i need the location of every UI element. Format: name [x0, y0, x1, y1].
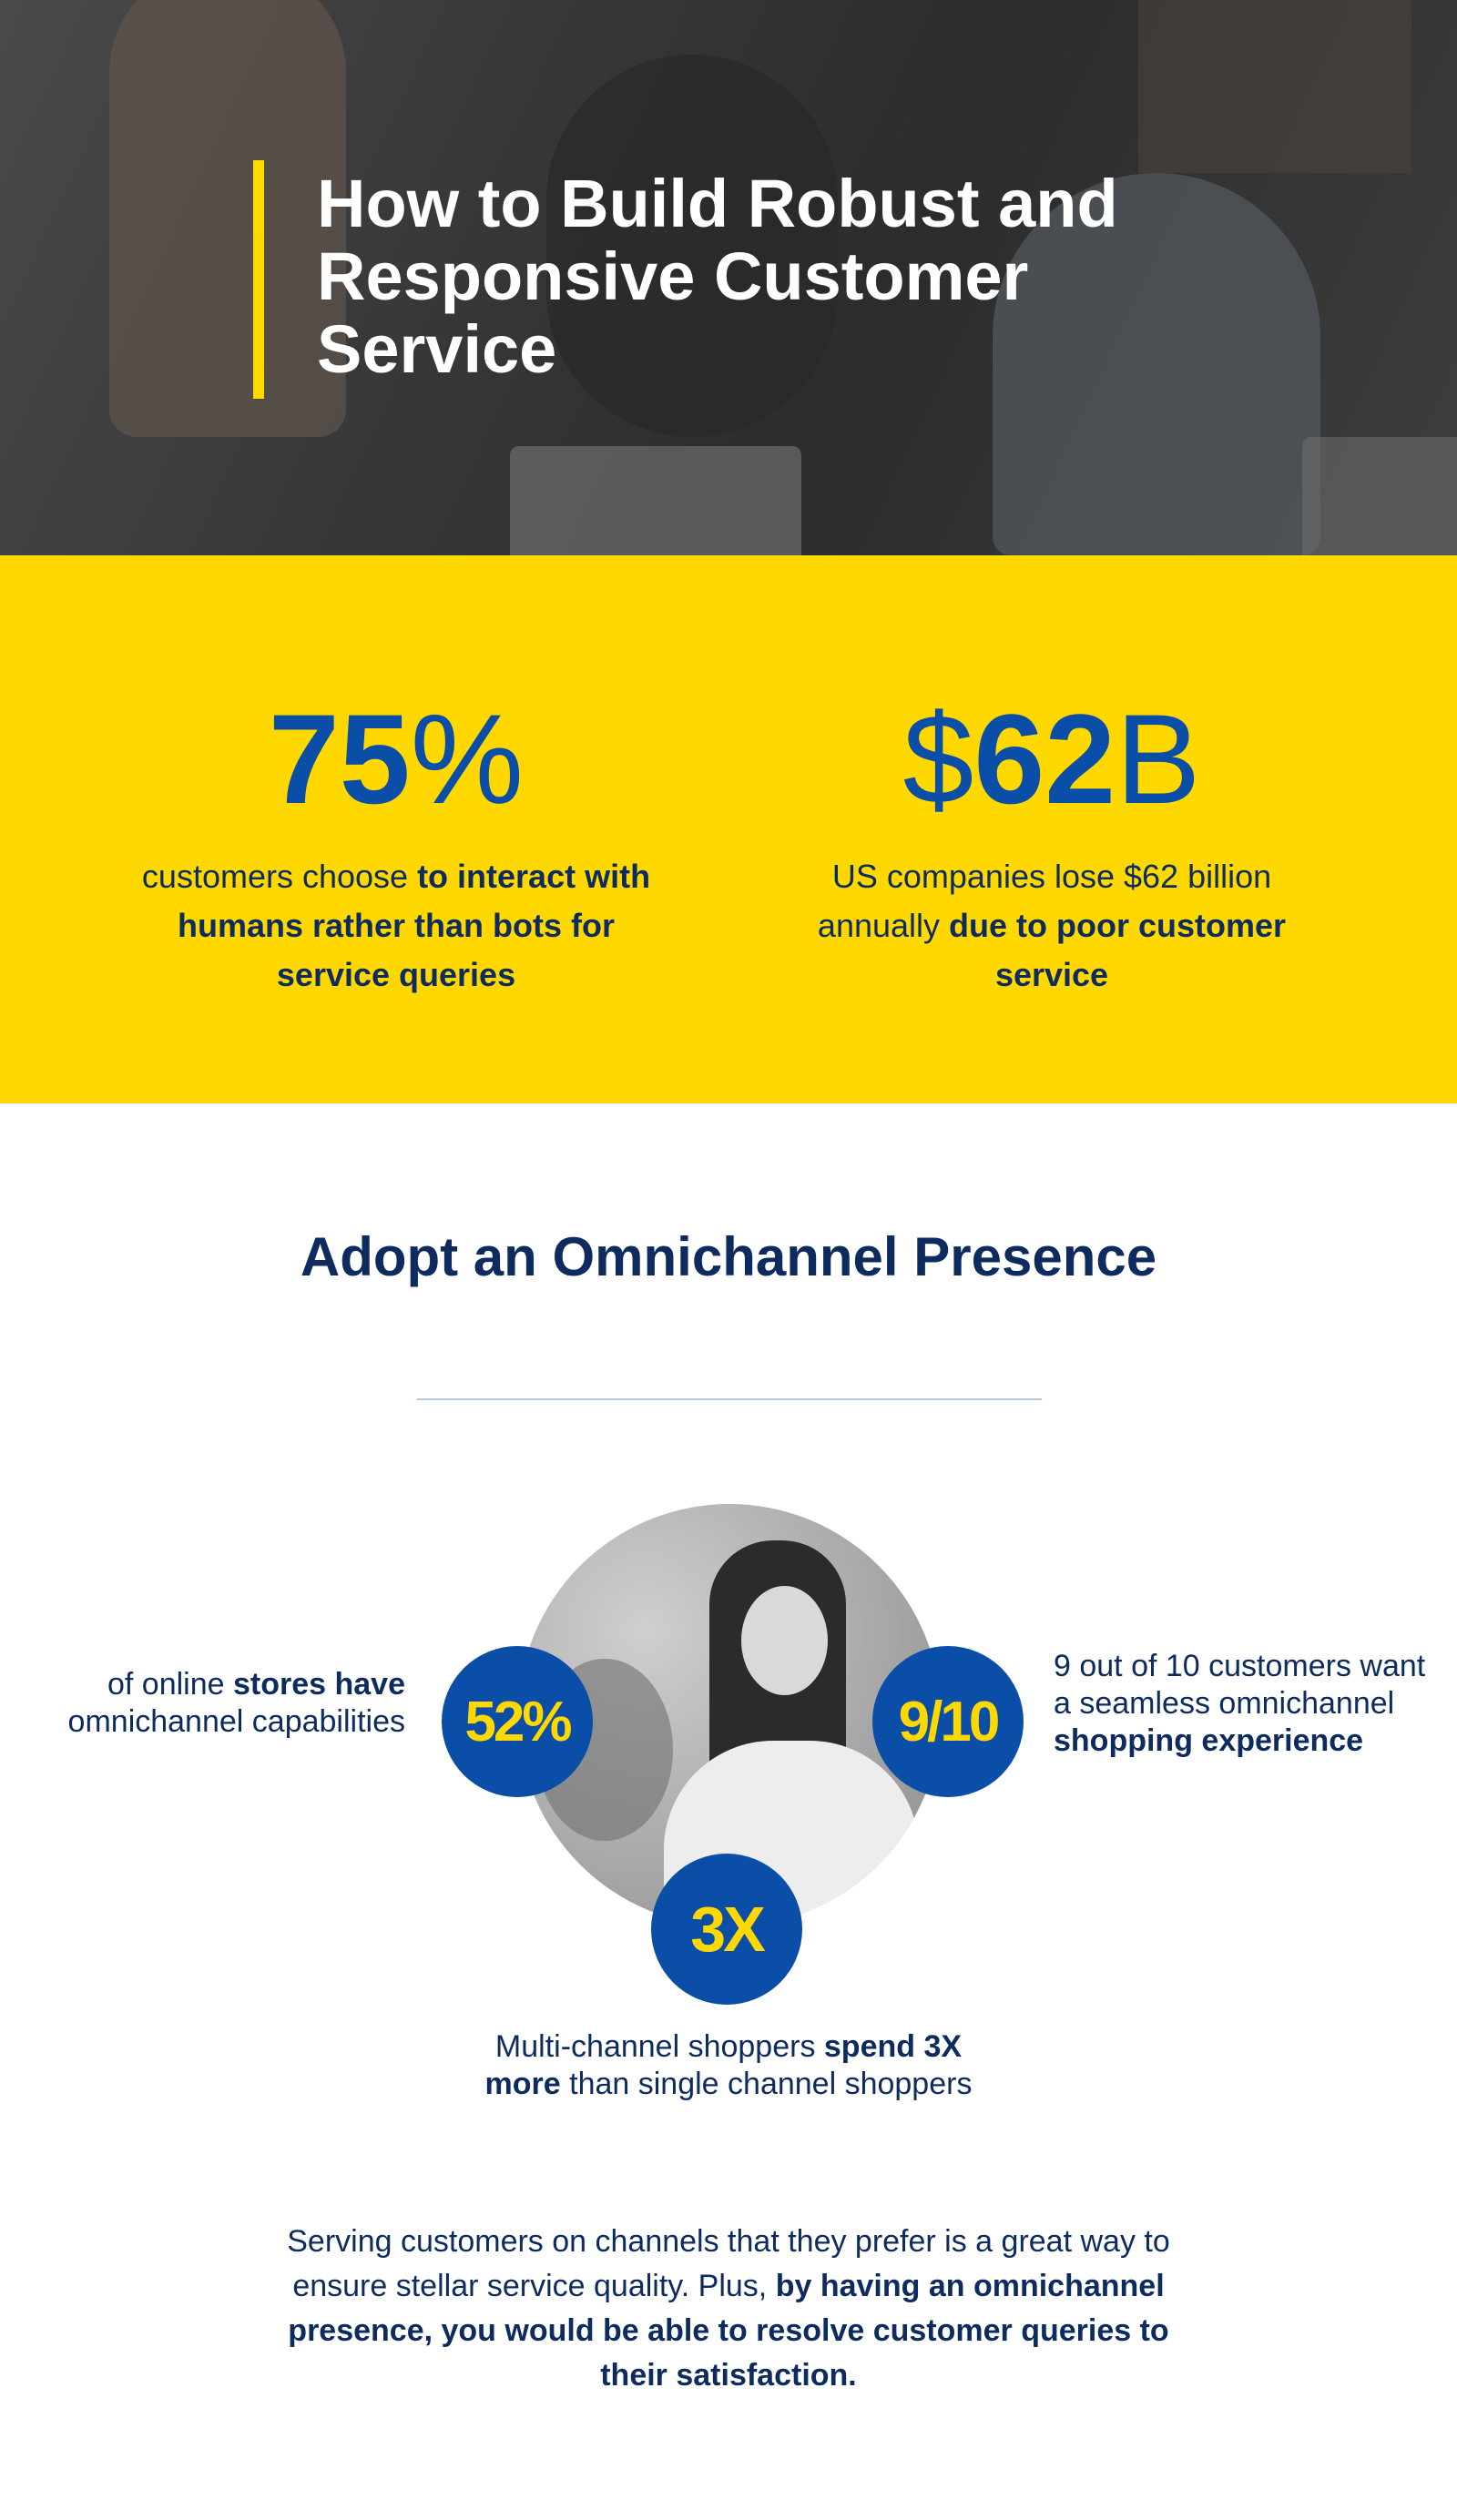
section-summary: Serving customers on channels that they … [287, 2224, 1170, 2393]
stat-badge-3x: 3X [651, 1854, 802, 2005]
hero-photo-laptop-right [1302, 437, 1457, 555]
hero-accent-bar [253, 160, 264, 399]
stats-band: 75% customers choose to interact with hu… [0, 555, 1457, 1103]
stat-humans-vs-bots: 75% customers choose to interact with hu… [123, 686, 669, 1000]
stat-caption: customers choose to interact with humans… [141, 858, 651, 993]
section-title: Adopt an Omnichannel Presence [300, 1226, 1157, 1287]
caption-910: 9 out of 10 customers want a seamless om… [1054, 1649, 1426, 1758]
hero-banner: How to Build Robust and Responsive Custo… [0, 0, 1457, 555]
stat-revenue-loss: $62B US companies lose $62 billion annua… [779, 686, 1325, 1000]
caption-3x: Multi-channel shoppers spend 3X more tha… [484, 2029, 973, 2101]
hero-photo-person-right [993, 173, 1320, 555]
section-divider [417, 1398, 1042, 1400]
stat-number: 75% [268, 687, 525, 830]
hero-photo-laptop [510, 446, 801, 555]
page-title: How to Build Robust and Responsive Custo… [317, 166, 1118, 387]
hero-photo-person-center [546, 55, 838, 437]
agent-photo-face [741, 1586, 828, 1695]
stat-badge-52: 52% [442, 1646, 593, 1797]
stat-badge-910: 9/10 [872, 1646, 1024, 1797]
caption-52: of online stores have omnichannel capabi… [67, 1667, 405, 1739]
hero-photo-person-left [109, 0, 346, 437]
hero-overlay [0, 0, 1457, 555]
hero-photo-wall-frame [1138, 0, 1411, 173]
stat-number: $62B [902, 687, 1201, 830]
stat-caption: US companies lose $62 billion annually d… [817, 858, 1287, 993]
